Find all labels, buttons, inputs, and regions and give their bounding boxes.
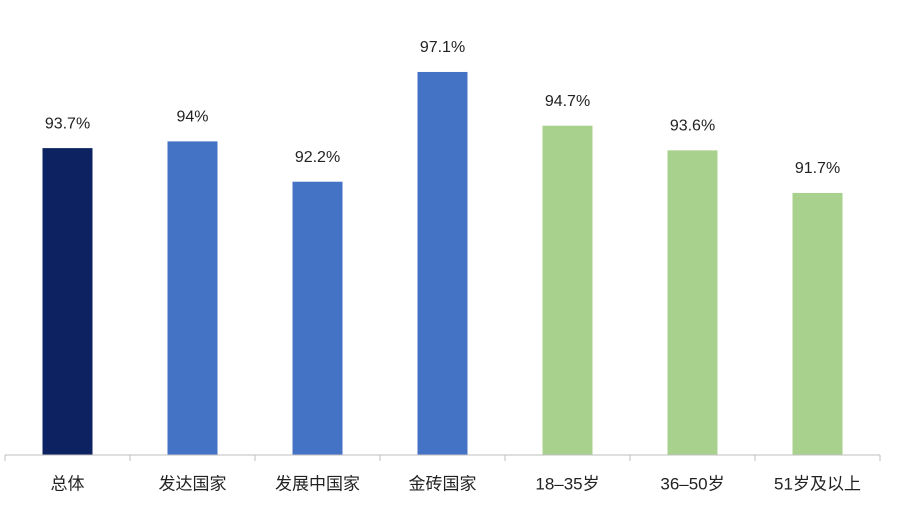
value-label: 93.7% [45, 115, 90, 132]
x-tick-label: 发达国家 [159, 474, 227, 493]
bar [792, 192, 843, 456]
value-label: 94.7% [545, 93, 590, 110]
x-tick-label: 发展中国家 [275, 474, 360, 493]
bar [667, 150, 718, 456]
value-label: 92.2% [295, 149, 340, 166]
bar [542, 125, 593, 455]
x-tick-label: 18–35岁 [535, 474, 599, 493]
x-tick-label: 总体 [51, 474, 85, 493]
value-label: 91.7% [795, 160, 840, 177]
bar [417, 71, 468, 456]
bar [42, 148, 93, 455]
bar [292, 181, 343, 455]
x-tick-label: 36–50岁 [660, 474, 724, 493]
value-label: 97.1% [420, 39, 465, 56]
value-label: 93.6% [670, 118, 715, 135]
x-tick-label: 金砖国家 [409, 474, 477, 493]
bar [167, 141, 218, 455]
value-label: 94% [176, 109, 208, 126]
x-tick-label: 51岁及以上 [774, 474, 861, 493]
